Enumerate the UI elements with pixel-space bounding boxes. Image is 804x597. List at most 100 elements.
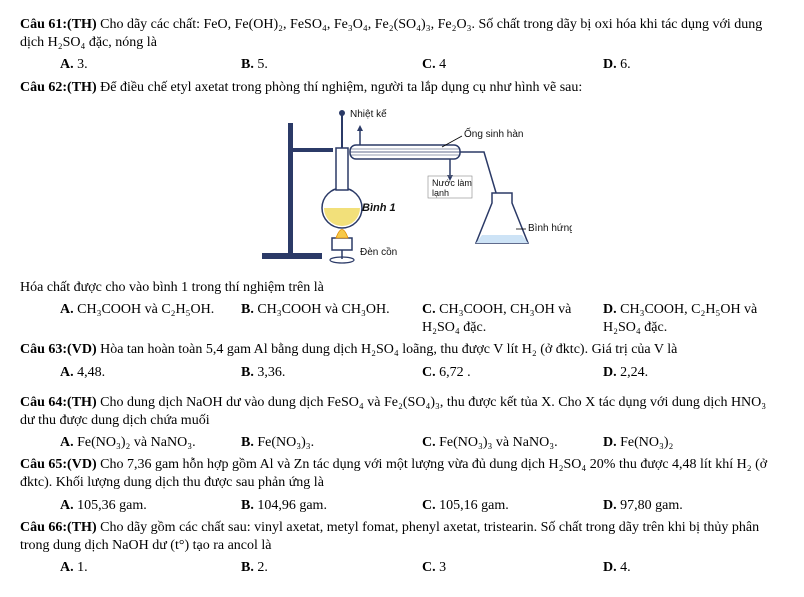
opt-label: D.: [603, 365, 620, 380]
opt-label: C.: [422, 498, 439, 513]
opt-text: 4.: [620, 560, 631, 575]
opt-text: 4,48.: [77, 365, 105, 380]
q62-text: Để điều chế etyl axetat trong phòng thí …: [97, 80, 583, 95]
opt-text: 105,36 gam.: [77, 498, 147, 513]
question-62: Câu 62:(TH) Để điều chế etyl axetat tron…: [20, 79, 784, 97]
distillation-apparatus-diagram: Nhiệt kế Ống sinh hàn Bình 1 Nước làm lạ…: [232, 103, 572, 273]
q62-label: Câu 62:(TH): [20, 80, 97, 95]
opt-text: Fe(NO₃)₂: [620, 435, 673, 450]
q63-optB: B. 3,36.: [241, 364, 422, 382]
q61-optB: B. 5.: [241, 56, 422, 74]
opt-label: D.: [603, 560, 620, 575]
opt-text: 3: [439, 560, 446, 575]
opt-label: A.: [60, 498, 77, 513]
opt-text: 3.: [77, 57, 88, 72]
q65-optC: C. 105,16 gam.: [422, 497, 603, 515]
label-nuoclamlanh: Nước làm lạnh: [432, 178, 474, 198]
opt-text: 6.: [620, 57, 631, 72]
q62-text2: Hóa chất được cho vào bình 1 trong thí n…: [20, 279, 784, 297]
opt-label: D.: [603, 57, 620, 72]
q63-optD: D. 2,24.: [603, 364, 784, 382]
opt-label: D.: [603, 498, 620, 513]
q62-optD: D. CH₃COOH, C₂H₅OH và H₂SO₄ đặc.: [603, 301, 784, 337]
q62-optC: C. CH₃COOH, CH₃OH và H₂SO₄ đặc.: [422, 301, 603, 337]
q61-optC: C. 4: [422, 56, 603, 74]
q61-label: Câu 61:(TH): [20, 17, 97, 32]
q62-figure: Nhiệt kế Ống sinh hàn Bình 1 Nước làm lạ…: [20, 103, 784, 273]
question-63: Câu 63:(VD) Hòa tan hoàn toàn 5,4 gam Al…: [20, 341, 784, 359]
q66-optD: D. 4.: [603, 559, 784, 577]
q66-optA: A. 1.: [60, 559, 241, 577]
opt-label: D.: [603, 302, 620, 317]
q66-label: Câu 66:(TH): [20, 520, 97, 535]
opt-label: B.: [241, 498, 257, 513]
opt-text: CH₃COOH và CH₃OH.: [257, 302, 389, 317]
label-binhhung: Bình hứng: [528, 223, 572, 234]
opt-label: D.: [603, 435, 620, 450]
opt-text: CH₃COOH và C₂H₅OH.: [77, 302, 214, 317]
opt-label: A.: [60, 560, 77, 575]
opt-label: C.: [422, 302, 439, 317]
q65-label: Câu 65:(VD): [20, 457, 97, 472]
q65-text: Cho 7,36 gam hỗn hợp gồm Al và Zn tác dụ…: [20, 457, 767, 490]
label-ongsinhhan: Ống sinh hàn: [464, 126, 524, 140]
opt-text: 2,24.: [620, 365, 648, 380]
q63-optA: A. 4,48.: [60, 364, 241, 382]
opt-text: 105,16 gam.: [439, 498, 509, 513]
q61-optA: A. 3.: [60, 56, 241, 74]
q64-text: Cho dung dịch NaOH dư vào dung dịch FeSO…: [20, 395, 766, 428]
opt-text: 6,72 .: [439, 365, 471, 380]
opt-text: Fe(NO₃)₃ và NaNO₃.: [439, 435, 557, 450]
q66-optB: B. 2.: [241, 559, 422, 577]
opt-label: B.: [241, 57, 257, 72]
opt-label: A.: [60, 302, 77, 317]
question-65: Câu 65:(VD) Cho 7,36 gam hỗn hợp gồm Al …: [20, 456, 784, 492]
q61-optD: D. 6.: [603, 56, 784, 74]
opt-label: A.: [60, 435, 77, 450]
q64-optC: C. Fe(NO₃)₃ và NaNO₃.: [422, 434, 603, 452]
opt-label: C.: [422, 435, 439, 450]
q66-options: A. 1. B. 2. C. 3 D. 4.: [20, 559, 784, 577]
opt-label: C.: [422, 365, 439, 380]
q61-options: A. 3. B. 5. C. 4 D. 6.: [20, 56, 784, 74]
opt-text: 104,96 gam.: [257, 498, 327, 513]
opt-label: B.: [241, 560, 257, 575]
opt-text: 2.: [257, 560, 268, 575]
q64-options: A. Fe(NO₃)₂ và NaNO₃. B. Fe(NO₃)₃. C. Fe…: [20, 434, 784, 452]
opt-label: C.: [422, 560, 439, 575]
q64-optD: D. Fe(NO₃)₂: [603, 434, 784, 452]
q61-text: Cho dãy các chất: FeO, Fe(OH)₂, FeSO₄, F…: [20, 17, 762, 50]
q65-optD: D. 97,80 gam.: [603, 497, 784, 515]
opt-text: 4: [439, 57, 446, 72]
question-66: Câu 66:(TH) Cho dãy gồm các chất sau: vi…: [20, 519, 784, 555]
q63-text: Hòa tan hoàn toàn 5,4 gam Al bằng dung d…: [97, 342, 678, 357]
opt-text: 3,36.: [257, 365, 285, 380]
q63-options: A. 4,48. B. 3,36. C. 6,72 . D. 2,24.: [20, 364, 784, 382]
opt-text: 5.: [257, 57, 268, 72]
opt-label: A.: [60, 57, 77, 72]
q63-label: Câu 63:(VD): [20, 342, 97, 357]
question-64: Câu 64:(TH) Cho dung dịch NaOH dư vào du…: [20, 394, 784, 430]
opt-label: B.: [241, 365, 257, 380]
label-binh1: Bình 1: [362, 202, 396, 214]
opt-text: CH₃COOH, C₂H₅OH và H₂SO₄ đặc.: [603, 302, 757, 335]
q64-optA: A. Fe(NO₃)₂ và NaNO₃.: [60, 434, 241, 452]
q65-optB: B. 104,96 gam.: [241, 497, 422, 515]
q64-optB: B. Fe(NO₃)₃.: [241, 434, 422, 452]
opt-text: Fe(NO₃)₃.: [257, 435, 314, 450]
question-61: Câu 61:(TH) Cho dãy các chất: FeO, Fe(OH…: [20, 16, 784, 52]
q66-optC: C. 3: [422, 559, 603, 577]
opt-text: Fe(NO₃)₂ và NaNO₃.: [77, 435, 195, 450]
opt-text: CH₃COOH, CH₃OH và H₂SO₄ đặc.: [422, 302, 571, 335]
opt-label: A.: [60, 365, 77, 380]
opt-label: B.: [241, 435, 257, 450]
q65-optA: A. 105,36 gam.: [60, 497, 241, 515]
opt-text: 97,80 gam.: [620, 498, 683, 513]
q64-label: Câu 64:(TH): [20, 395, 97, 410]
label-dencon: Đèn cồn: [360, 246, 397, 258]
q63-optC: C. 6,72 .: [422, 364, 603, 382]
opt-label: B.: [241, 302, 257, 317]
q62-optA: A. CH₃COOH và C₂H₅OH.: [60, 301, 241, 337]
q65-options: A. 105,36 gam. B. 104,96 gam. C. 105,16 …: [20, 497, 784, 515]
q66-text: Cho dãy gồm các chất sau: vinyl axetat, …: [20, 520, 759, 553]
